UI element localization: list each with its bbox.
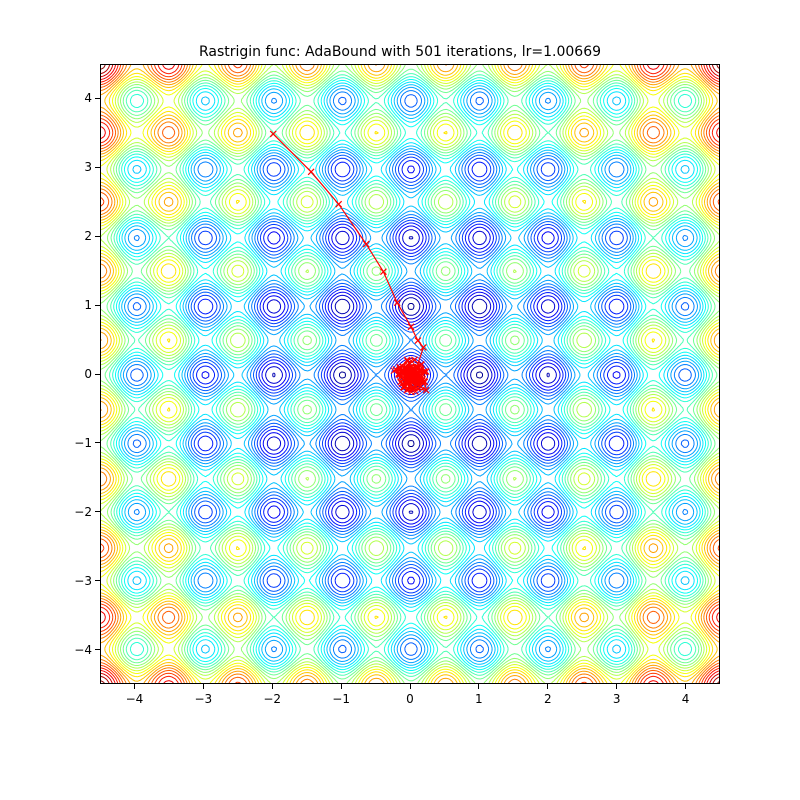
x-tick-label: −4 [126,692,144,706]
x-tick-mark [478,684,479,689]
y-tick-label: −3 [70,574,92,588]
x-tick-mark [685,684,686,689]
x-tick-label: −1 [332,692,350,706]
contour-svg [101,65,720,684]
y-tick-mark [95,374,100,375]
y-tick-label: 2 [70,229,92,243]
y-tick-mark [95,98,100,99]
y-tick-mark [95,649,100,650]
x-tick-mark [547,684,548,689]
y-tick-label: −2 [70,505,92,519]
x-tick-label: 3 [613,692,621,706]
x-tick-mark [134,684,135,689]
x-tick-mark [272,684,273,689]
y-tick-mark [95,580,100,581]
y-tick-label: 0 [70,367,92,381]
y-tick-mark [95,442,100,443]
x-tick-label: 2 [544,692,552,706]
x-tick-label: 1 [475,692,483,706]
x-tick-label: 0 [406,692,414,706]
y-tick-label: 4 [70,91,92,105]
y-tick-label: 1 [70,298,92,312]
figure: Rastrigin func: AdaBound with 501 iterat… [0,0,800,800]
x-tick-mark [616,684,617,689]
y-tick-mark [95,167,100,168]
x-tick-mark [410,684,411,689]
y-tick-mark [95,236,100,237]
plot-area [100,64,720,684]
y-tick-mark [95,511,100,512]
y-tick-label: −1 [70,436,92,450]
x-tick-label: −2 [263,692,281,706]
x-tick-mark [341,684,342,689]
x-tick-label: 4 [682,692,690,706]
x-tick-label: −3 [194,692,212,706]
y-tick-label: −4 [70,643,92,657]
x-tick-mark [203,684,204,689]
y-tick-mark [95,305,100,306]
chart-title: Rastrigin func: AdaBound with 501 iterat… [0,44,800,60]
y-tick-label: 3 [70,160,92,174]
